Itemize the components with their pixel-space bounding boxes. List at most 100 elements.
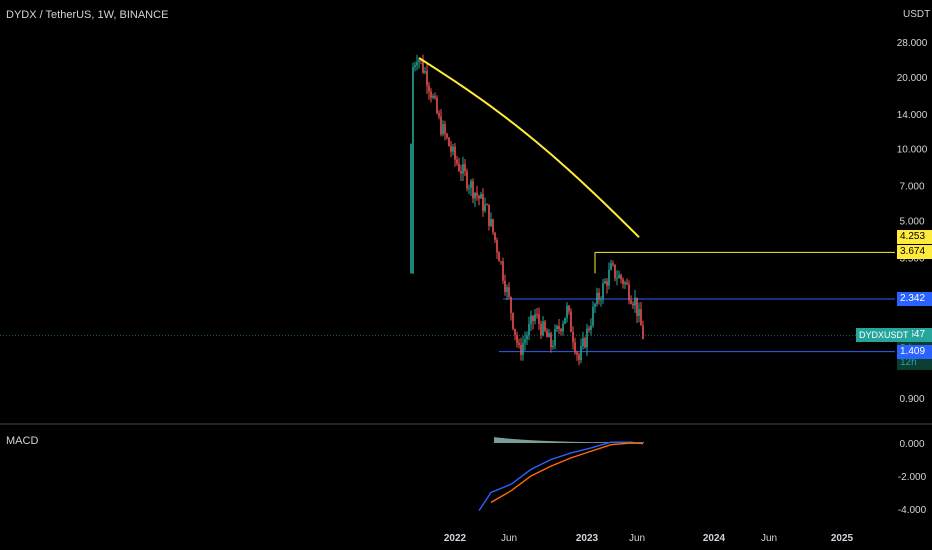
macd-histogram-bar bbox=[554, 441, 556, 443]
candle-body bbox=[550, 333, 552, 348]
candle-body bbox=[502, 261, 504, 281]
candle-body bbox=[560, 329, 562, 332]
macd-histogram-bar bbox=[532, 440, 534, 443]
macd-histogram-bar bbox=[558, 441, 560, 443]
macd-histogram-bar bbox=[562, 441, 564, 443]
chart-title: DYDX / TetherUS, 1W, BINANCE bbox=[6, 9, 169, 21]
macd-histogram-bar bbox=[552, 441, 554, 443]
candle-body bbox=[508, 287, 510, 297]
price-pane bbox=[0, 54, 895, 366]
candle-body bbox=[618, 274, 620, 279]
macd-y-tick-label: 0.000 bbox=[899, 439, 924, 450]
macd-histogram-bar bbox=[568, 441, 570, 443]
candle-body bbox=[482, 194, 484, 211]
candle-body bbox=[426, 71, 428, 86]
candle-body bbox=[584, 338, 586, 348]
candle-body bbox=[602, 283, 604, 300]
x-tick-label: Jun bbox=[629, 533, 645, 544]
candle-body bbox=[416, 61, 418, 66]
macd-histogram-bar bbox=[520, 439, 522, 443]
macd-histogram-bar bbox=[540, 440, 542, 443]
macd-histogram-bar bbox=[506, 438, 508, 443]
candle-body bbox=[530, 315, 532, 324]
candle-body bbox=[528, 323, 530, 336]
candle-body bbox=[418, 60, 420, 62]
macd-histogram-bar bbox=[594, 442, 596, 443]
macd-histogram-bar bbox=[556, 441, 558, 443]
y-tick-label: 0.900 bbox=[899, 394, 924, 405]
y-tick-label: 5.000 bbox=[899, 216, 924, 227]
candle-body bbox=[548, 333, 550, 338]
macd-y-tick-label: -2.000 bbox=[898, 472, 927, 483]
candle-body bbox=[498, 252, 500, 262]
candle-body bbox=[488, 204, 490, 226]
macd-histogram-bar bbox=[522, 439, 524, 443]
candle-body bbox=[452, 146, 454, 152]
candle-body bbox=[472, 181, 474, 199]
macd-histogram-bar bbox=[570, 441, 572, 443]
candle-body bbox=[596, 292, 598, 304]
candle-body bbox=[620, 274, 622, 280]
candle-body bbox=[422, 60, 424, 73]
candle-body bbox=[534, 314, 536, 322]
symbol-tag: DYDXUSDT bbox=[856, 328, 912, 343]
candle-body bbox=[494, 232, 496, 241]
candle-body bbox=[526, 335, 528, 340]
candle-body bbox=[546, 330, 548, 338]
candle-body bbox=[544, 321, 546, 331]
x-tick-label: 2023 bbox=[576, 533, 599, 544]
candle-body bbox=[466, 171, 468, 189]
candle-body bbox=[514, 328, 516, 335]
candle-body bbox=[614, 264, 616, 279]
candle-body bbox=[414, 65, 416, 68]
macd-histogram-bar bbox=[564, 441, 566, 443]
price-tag: 1.409 bbox=[897, 344, 932, 359]
candle-body bbox=[504, 280, 506, 292]
macd-histogram-bar bbox=[528, 440, 530, 443]
candle-body bbox=[432, 95, 434, 98]
candle-body bbox=[438, 113, 440, 117]
candle-body bbox=[568, 305, 570, 312]
macd-histogram-bar bbox=[572, 441, 574, 443]
candle-body bbox=[542, 321, 544, 336]
candle-body bbox=[536, 314, 538, 316]
candle-body bbox=[640, 309, 642, 326]
candle-body bbox=[576, 352, 578, 355]
candle-body bbox=[518, 342, 520, 345]
candle-body bbox=[484, 204, 486, 211]
candle-body bbox=[588, 328, 590, 331]
candle-body bbox=[520, 344, 522, 355]
macd-y-tick-label: -4.000 bbox=[898, 505, 927, 516]
x-tick-label: Jun bbox=[761, 533, 777, 544]
candle-body bbox=[638, 309, 640, 316]
candle-body bbox=[642, 325, 644, 340]
macd-histogram-bar bbox=[518, 439, 520, 443]
candle-body bbox=[532, 315, 534, 322]
candle-body bbox=[578, 354, 580, 361]
candle-body bbox=[630, 300, 632, 304]
candle-body bbox=[604, 281, 606, 284]
macd-histogram-bar bbox=[510, 438, 512, 443]
macd-histogram-bar bbox=[566, 441, 568, 443]
macd-histogram-bar bbox=[516, 439, 518, 443]
candle-body bbox=[564, 317, 566, 324]
candle-body bbox=[626, 282, 628, 285]
candle-body bbox=[434, 95, 436, 98]
candle-body bbox=[594, 303, 596, 307]
candle-body bbox=[586, 328, 588, 348]
candle-body bbox=[500, 261, 502, 263]
candle-body bbox=[450, 146, 452, 152]
macd-histogram-bar bbox=[508, 438, 510, 443]
candle-body bbox=[510, 296, 512, 313]
candle-body bbox=[580, 346, 582, 361]
candle-body bbox=[468, 187, 470, 189]
candle-body bbox=[420, 60, 422, 62]
macd-histogram-bar bbox=[604, 442, 606, 443]
candle-body bbox=[572, 332, 574, 343]
candle-body bbox=[512, 312, 514, 329]
macd-histogram-bar bbox=[582, 442, 584, 443]
candle-body bbox=[582, 338, 584, 347]
axes: 28.00020.00014.00010.0007.0005.0003.5000… bbox=[0, 38, 932, 544]
macd-histogram-bar bbox=[600, 442, 602, 443]
